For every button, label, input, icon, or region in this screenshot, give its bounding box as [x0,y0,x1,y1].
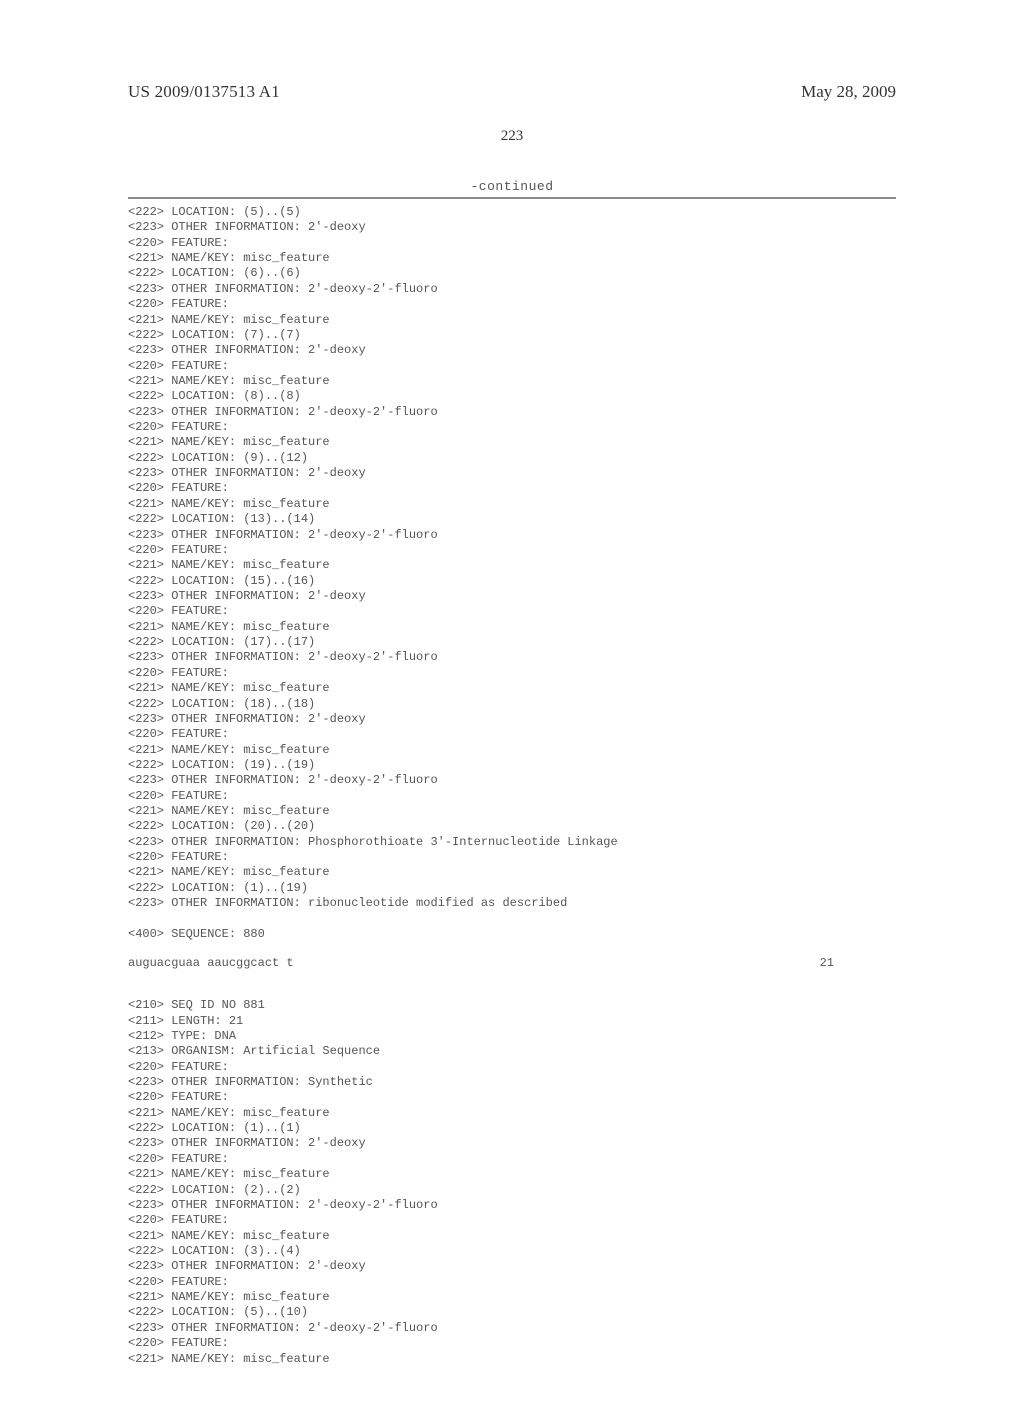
page-number: 223 [128,128,896,145]
publication-date: May 28, 2009 [801,82,896,102]
sequence-row: auguacguaa aaucggcact t 21 [128,956,896,970]
sequence-length: 21 [820,956,834,970]
document-page: US 2009/0137513 A1 May 28, 2009 223 -con… [0,0,1024,1407]
continued-label: -continued [128,179,896,194]
sequence-listing-block-1: <222> LOCATION: (5)..(5) <223> OTHER INF… [128,205,896,942]
publication-number: US 2009/0137513 A1 [128,82,280,102]
page-header: US 2009/0137513 A1 May 28, 2009 [128,82,896,102]
horizontal-rule [128,197,896,199]
sequence-text: auguacguaa aaucggcact t [128,956,294,970]
sequence-listing-block-2: <210> SEQ ID NO 881 <211> LENGTH: 21 <21… [128,998,896,1367]
